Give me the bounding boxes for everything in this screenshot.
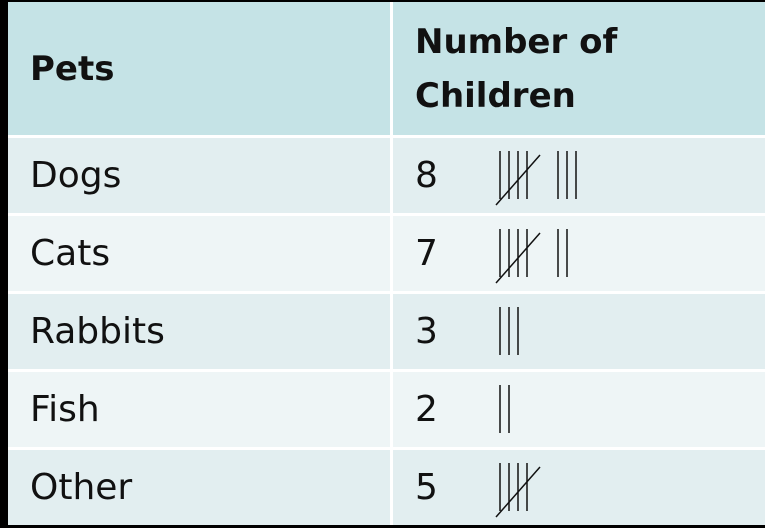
- count-cell: 2: [393, 372, 765, 447]
- tally-table: Pets Number of Children Dogs 8 Cats 7 Rabbit…: [8, 2, 765, 525]
- tally: [495, 228, 568, 283]
- tally-slash: [495, 154, 541, 205]
- pet-name: Other: [30, 467, 133, 508]
- count-number: 8: [415, 155, 438, 196]
- tally: [499, 306, 519, 355]
- pet-name: Rabbits: [30, 311, 165, 352]
- tally: [499, 384, 510, 433]
- count-number: 7: [415, 233, 438, 274]
- count-cell: 3: [393, 294, 765, 369]
- pet-cell: Other: [8, 450, 390, 525]
- pet-name: Cats: [30, 233, 111, 274]
- header-cell: Number of Children: [393, 2, 765, 135]
- header-text: Pets: [30, 48, 115, 89]
- header-cell: Pets: [8, 2, 390, 135]
- pet-name: Dogs: [30, 155, 122, 196]
- tally-slash: [495, 466, 541, 517]
- count-number: 5: [415, 467, 438, 508]
- pet-cell: Cats: [8, 216, 390, 291]
- count-cell: 7: [393, 216, 765, 291]
- header-text: Number of Children: [415, 21, 618, 116]
- tally: [495, 462, 541, 517]
- count-cell: 5: [393, 450, 765, 525]
- pet-name: Fish: [30, 389, 100, 430]
- pet-cell: Rabbits: [8, 294, 390, 369]
- count-number: 2: [415, 389, 438, 430]
- count-cell: 8: [393, 138, 765, 213]
- pet-cell: Dogs: [8, 138, 390, 213]
- tally: [495, 150, 577, 205]
- pet-cell: Fish: [8, 372, 390, 447]
- count-number: 3: [415, 311, 438, 352]
- tally-slash: [495, 232, 541, 283]
